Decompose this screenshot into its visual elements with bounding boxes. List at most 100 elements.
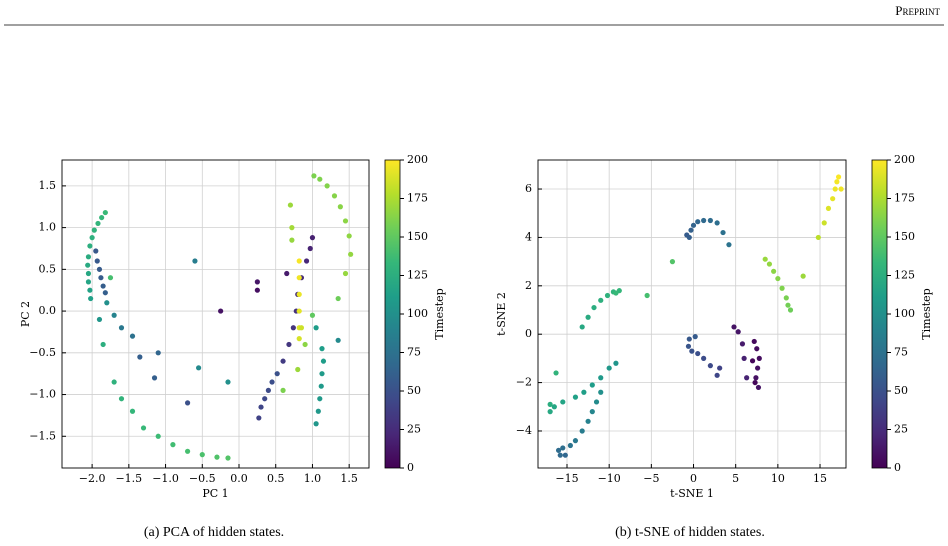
colorbar-tick-label: 50 [407,384,421,397]
point [613,290,619,296]
point [96,316,103,323]
point [87,287,93,293]
point [744,375,750,381]
y-tick-label: 4 [525,230,532,243]
colorbar-tick-label: 175 [894,192,915,205]
x-tick-label: 5 [732,472,739,485]
point [714,220,720,226]
colorbar-label: Timestep [433,288,446,339]
colorbar-tick-label: 75 [407,346,421,359]
point [567,442,573,449]
point [598,297,604,303]
point [766,261,773,267]
point [762,256,768,262]
point [579,324,585,330]
point [589,409,595,415]
point [342,270,349,277]
point [225,379,231,385]
point [286,341,292,348]
y-tick-label: −1.5 [29,429,56,442]
point [775,275,781,282]
point [256,415,262,421]
point [585,314,591,320]
point [832,186,838,192]
point [111,312,117,318]
colorbar-tick-label: 175 [407,192,428,205]
colorbar-tick-label: 150 [894,230,915,243]
point [689,348,695,354]
point [551,404,557,410]
point [331,193,338,199]
point [800,273,806,279]
x-axis-label: PC 1 [202,487,228,500]
plot-frame [61,159,370,469]
point [274,371,280,377]
point [303,258,310,264]
point [684,232,690,238]
point [726,242,732,248]
point [785,302,791,308]
point [695,219,701,225]
point [731,324,737,330]
x-tick-label: −5 [643,472,659,485]
point [99,214,105,221]
point [701,355,707,361]
point [779,285,785,291]
point [296,308,302,314]
colorbar-tick-label: 25 [407,423,421,436]
point [280,387,286,393]
colorbar-tick-label: 75 [894,346,908,359]
point [695,350,701,357]
colorbar-tick-label: 200 [894,153,915,166]
point [598,375,604,381]
point [593,399,600,405]
x-tick-label: −1.0 [152,472,179,485]
point [309,312,316,318]
point [598,389,604,395]
colorbar-tick-label: 0 [894,461,901,474]
point [104,300,110,306]
point [96,266,103,272]
point [707,217,713,224]
point [720,229,726,236]
point [89,235,95,241]
colorbar-tick-label: 50 [894,384,908,397]
point [155,433,161,439]
panel: −15 −10 −5 0 5 10 15 −4 −2 0 2 4 6 t-SNE 1 t-SNE 2 (b) … [495,153,933,540]
point [196,365,202,371]
point [821,220,827,226]
point [815,234,821,241]
point [749,358,756,364]
point [88,295,94,302]
point [688,227,694,233]
y-tick-label: 6 [525,182,532,195]
point [553,370,559,376]
point [107,275,114,281]
point [834,179,840,185]
point [319,346,325,352]
point [835,174,842,180]
point [140,425,147,431]
y-tick-label: 1.5 [39,179,57,192]
x-tick-label: −0.5 [189,472,216,485]
point [93,248,99,254]
y-tick-label: 0.5 [39,262,57,275]
point [335,337,341,343]
point [838,186,844,192]
y-tick-label: 2 [525,279,532,292]
point [98,275,104,281]
point [313,421,319,427]
point [604,292,611,299]
x-tick-label: 1.0 [304,472,322,485]
point [755,384,762,391]
y-axis-label: PC 2 [19,301,32,327]
x-tick-label: 0.0 [230,472,248,485]
colorbar-tick-label: 25 [894,423,908,436]
point [830,196,836,202]
point [562,452,568,458]
caption: (a) PCA of hidden states. [144,525,284,540]
colorbar-tick-label: 0 [407,461,414,474]
point [739,341,746,347]
point [184,400,191,406]
